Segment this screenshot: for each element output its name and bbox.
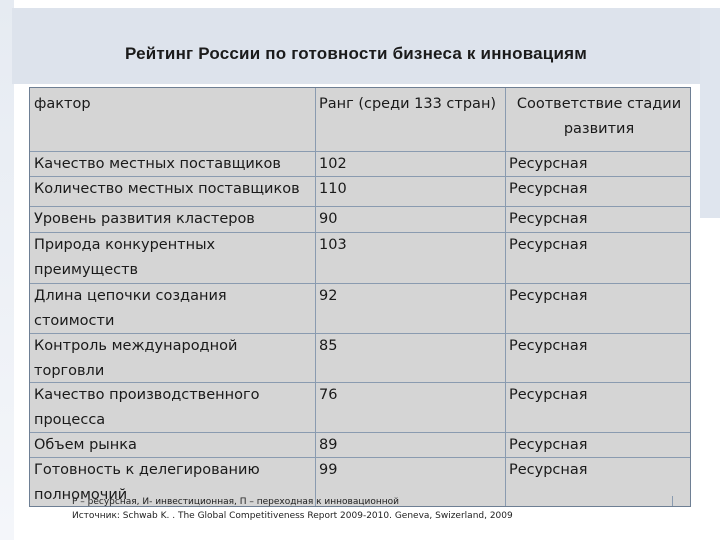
- table-row-rank: 102: [319, 156, 347, 172]
- table-row-factor: Уровень развития кластеров: [34, 211, 255, 227]
- table-row-factor: Готовность к делегированию полномочий: [34, 462, 260, 503]
- row-divider: [30, 151, 690, 152]
- row-divider: [30, 176, 690, 177]
- header-stage: Соответствие стадии развития: [516, 96, 682, 137]
- row-divider: [30, 432, 690, 433]
- table-row-factor: Контроль международной торговли: [34, 338, 238, 379]
- title-bar: Рейтинг России по готовности бизнеса к и…: [12, 8, 700, 84]
- header-rank: Ранг (среди 133 стран): [319, 96, 497, 112]
- table-row-factor: Природа конкурентных преимуществ: [34, 237, 216, 278]
- table-row-factor: Качество производственного процесса: [34, 387, 260, 428]
- table-row-stage: Ресурсная: [509, 211, 588, 227]
- table-row-rank: 90: [319, 211, 338, 227]
- column-divider: [505, 88, 506, 506]
- ranking-table: фактор Ранг (среди 133 стран) Соответств…: [29, 87, 691, 507]
- table-row-stage: Ресурсная: [509, 288, 588, 304]
- table-row-stage: Ресурсная: [509, 237, 588, 253]
- table-row-rank: 85: [319, 338, 338, 354]
- row-divider: [30, 457, 690, 458]
- source-note: Источник: Schwab K. . The Global Competi…: [72, 511, 513, 521]
- table-row-stage: Ресурсная: [509, 338, 588, 354]
- header-factor: фактор: [34, 96, 91, 112]
- page-mark: [672, 496, 673, 506]
- row-divider: [30, 206, 690, 207]
- table-row-factor: Количество местных поставщиков: [34, 181, 300, 197]
- table-row-stage: Ресурсная: [509, 387, 588, 403]
- table-row-rank: 92: [319, 288, 338, 304]
- table-row-rank: 99: [319, 462, 338, 478]
- table-row-stage: Ресурсная: [509, 181, 588, 197]
- row-divider: [30, 283, 690, 284]
- table-row-rank: 89: [319, 437, 338, 453]
- table-row-rank: 103: [319, 237, 347, 253]
- table-row-rank: 110: [319, 181, 347, 197]
- row-divider: [30, 382, 690, 383]
- legend-note: Р – ресурсная, И- инвестиционная, П – пе…: [72, 497, 399, 507]
- table-row-factor: Длина цепочки создания стоимости: [34, 288, 227, 329]
- left-decoration: [0, 0, 14, 540]
- right-decoration: [700, 8, 720, 218]
- column-divider: [315, 88, 316, 506]
- table-row-factor: Объем рынка: [34, 437, 137, 453]
- page-title: Рейтинг России по готовности бизнеса к и…: [124, 44, 587, 63]
- table-row-stage: Ресурсная: [509, 437, 588, 453]
- table-row-stage: Ресурсная: [509, 462, 588, 478]
- table-row-stage: Ресурсная: [509, 156, 588, 172]
- row-divider: [30, 232, 690, 233]
- table-row-factor: Качество местных поставщиков: [34, 156, 281, 172]
- row-divider: [30, 333, 690, 334]
- table-row-rank: 76: [319, 387, 338, 403]
